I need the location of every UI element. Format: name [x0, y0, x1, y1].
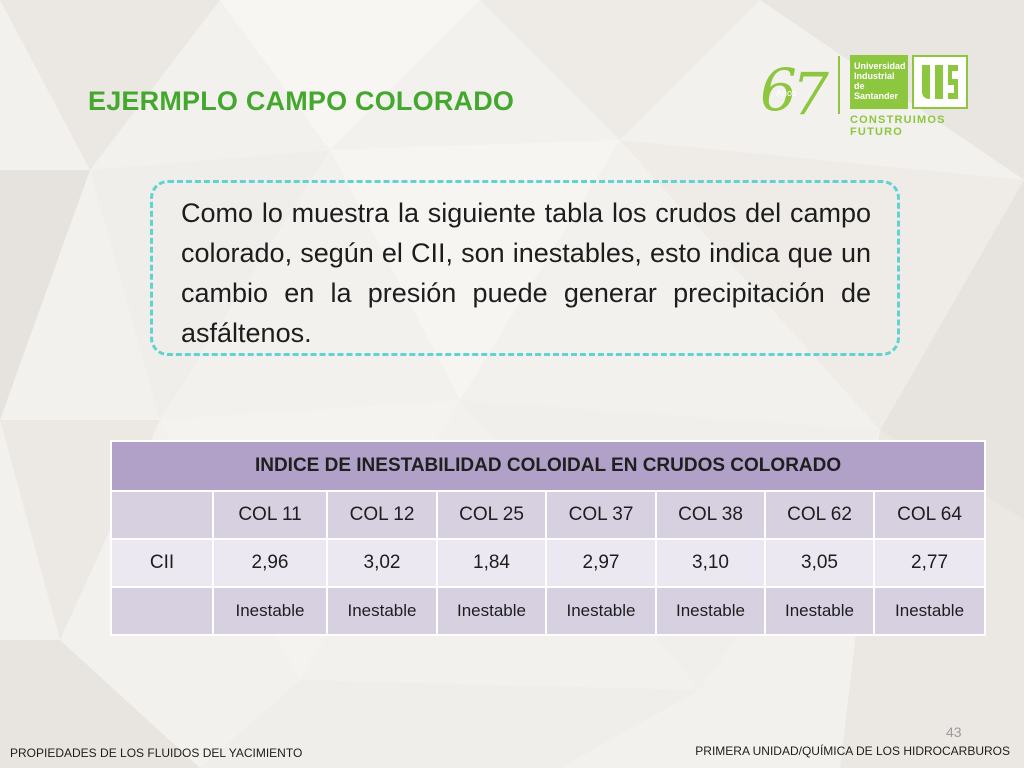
explanation-text: Como lo muestra la siguiente tabla los c… — [181, 198, 871, 348]
table-cell: 2,97 — [545, 538, 657, 588]
footer-course: PROPIEDADES DE LOS FLUIDOS DEL YACIMIENT… — [10, 746, 303, 760]
footer-unit: PRIMERA UNIDAD/QUÍMICA DE LOS HIDROCARBU… — [695, 744, 1010, 758]
table-cell — [110, 490, 214, 540]
table-cell: Inestable — [326, 586, 438, 636]
slide-title: EJERMPLO CAMPO COLORADO — [88, 86, 515, 116]
university-line-1: Universidad — [854, 61, 906, 71]
table-cell: Inestable — [764, 586, 875, 636]
svg-text:Años: Años — [776, 88, 797, 98]
uis-logo-icon — [912, 55, 968, 109]
table-row-status: Inestable Inestable Inestable Inestable … — [110, 586, 987, 636]
table-cell: CII — [110, 538, 214, 588]
table-cell: Inestable — [655, 586, 766, 636]
table-cell: Inestable — [872, 586, 987, 636]
table-cell: Inestable — [545, 586, 657, 636]
table-cell: COL 37 — [545, 490, 657, 540]
table-row-cii: CII 2,96 3,02 1,84 2,97 3,10 3,05 2,77 — [110, 538, 987, 588]
anniversary-logo: 6 7 Años — [760, 56, 829, 126]
table-row-columns: COL 11 COL 12 COL 25 COL 37 COL 38 COL 6… — [110, 490, 987, 540]
table-cell: COL 25 — [436, 490, 547, 540]
svg-text:6: 6 — [760, 56, 797, 124]
table-cell: Inestable — [436, 586, 547, 636]
table-cell: 2,77 — [872, 538, 987, 588]
university-line-3: Santander — [854, 91, 899, 101]
table-cell: COL 38 — [655, 490, 766, 540]
table-cell: COL 11 — [212, 490, 328, 540]
university-name-block: Universidad Industrial de Santander — [850, 55, 908, 109]
table-cell: 3,10 — [655, 538, 766, 588]
university-line-2: Industrial de — [854, 71, 895, 91]
explanation-box: Como lo muestra la siguiente tabla los c… — [150, 180, 900, 356]
table-cell: COL 64 — [872, 490, 987, 540]
table-cell: COL 62 — [764, 490, 875, 540]
logo-divider — [838, 56, 840, 114]
logo-tagline: CONSTRUIMOS FUTURO — [850, 114, 946, 138]
cii-table: INDICE DE INESTABILIDAD COLOIDAL EN CRUD… — [109, 440, 987, 636]
table-cell: Inestable — [212, 586, 328, 636]
table-cell: 1,84 — [436, 538, 547, 588]
table-cell: 3,05 — [764, 538, 875, 588]
table-cell: 3,02 — [326, 538, 438, 588]
page-number: 43 — [946, 724, 962, 740]
table-title: INDICE DE INESTABILIDAD COLOIDAL EN CRUD… — [109, 440, 987, 492]
table-cell — [110, 586, 214, 636]
svg-text:7: 7 — [792, 60, 829, 126]
table-cell: 2,96 — [212, 538, 328, 588]
table-cell: COL 12 — [326, 490, 438, 540]
